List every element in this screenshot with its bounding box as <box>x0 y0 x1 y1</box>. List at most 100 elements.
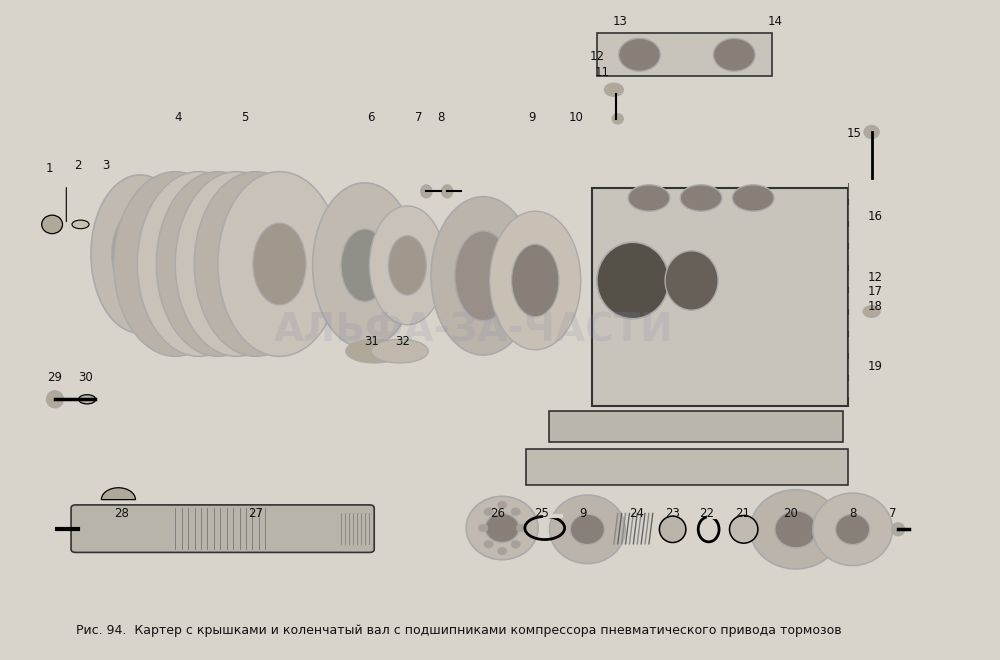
Ellipse shape <box>549 495 625 564</box>
Ellipse shape <box>516 524 526 532</box>
Ellipse shape <box>218 172 341 356</box>
Text: 32: 32 <box>395 335 410 348</box>
Text: 16: 16 <box>868 210 883 223</box>
FancyBboxPatch shape <box>549 411 843 442</box>
Text: 9: 9 <box>579 507 586 520</box>
Ellipse shape <box>484 508 493 515</box>
Ellipse shape <box>619 38 660 71</box>
Text: 20: 20 <box>784 507 798 520</box>
Ellipse shape <box>612 114 623 124</box>
Ellipse shape <box>497 547 507 555</box>
Ellipse shape <box>441 185 453 198</box>
Text: 8: 8 <box>849 507 856 520</box>
Ellipse shape <box>485 513 519 543</box>
Ellipse shape <box>42 215 63 234</box>
FancyBboxPatch shape <box>592 188 848 406</box>
Ellipse shape <box>148 221 203 307</box>
Ellipse shape <box>775 511 817 548</box>
Ellipse shape <box>490 211 581 350</box>
FancyBboxPatch shape <box>526 449 848 485</box>
Ellipse shape <box>659 516 686 543</box>
Ellipse shape <box>466 496 538 560</box>
Ellipse shape <box>79 395 96 404</box>
Ellipse shape <box>863 306 880 317</box>
Text: 5: 5 <box>241 111 248 124</box>
Ellipse shape <box>680 185 722 211</box>
Ellipse shape <box>750 490 841 569</box>
Ellipse shape <box>665 251 718 310</box>
Text: 9: 9 <box>529 111 536 124</box>
Text: 27: 27 <box>248 507 263 520</box>
Ellipse shape <box>732 185 774 211</box>
Text: 28: 28 <box>114 507 129 520</box>
Text: 3: 3 <box>102 158 110 172</box>
Text: 23: 23 <box>665 507 680 520</box>
Text: 24: 24 <box>629 507 644 520</box>
Ellipse shape <box>72 220 89 229</box>
Ellipse shape <box>369 206 445 325</box>
Ellipse shape <box>228 221 284 307</box>
Ellipse shape <box>455 231 512 321</box>
Text: 15: 15 <box>847 127 862 140</box>
Text: 10: 10 <box>569 111 583 124</box>
Text: 12: 12 <box>589 50 604 63</box>
Ellipse shape <box>836 514 870 544</box>
Text: 21: 21 <box>735 507 750 520</box>
Ellipse shape <box>194 172 317 356</box>
Text: 13: 13 <box>613 15 628 28</box>
Ellipse shape <box>137 172 261 356</box>
Ellipse shape <box>156 172 279 356</box>
Text: 2: 2 <box>74 158 81 172</box>
Text: 31: 31 <box>364 335 379 348</box>
Ellipse shape <box>511 541 520 548</box>
Ellipse shape <box>713 38 755 71</box>
Text: 25: 25 <box>534 507 549 520</box>
Text: АЛЬФА-ЗА-ЧАСТИ: АЛЬФА-ЗА-ЧАСТИ <box>274 311 674 349</box>
Ellipse shape <box>511 508 520 515</box>
Text: 7: 7 <box>415 111 422 124</box>
Ellipse shape <box>628 185 670 211</box>
Ellipse shape <box>388 236 426 295</box>
Text: 26: 26 <box>490 507 505 520</box>
Ellipse shape <box>663 520 682 539</box>
Ellipse shape <box>421 185 432 198</box>
Ellipse shape <box>341 229 388 302</box>
Text: 12: 12 <box>868 271 883 284</box>
Text: 22: 22 <box>699 507 714 520</box>
Ellipse shape <box>732 518 755 541</box>
Ellipse shape <box>313 183 417 348</box>
Text: 6: 6 <box>368 111 375 124</box>
Text: 30: 30 <box>78 371 93 384</box>
Ellipse shape <box>190 221 246 307</box>
Ellipse shape <box>864 125 879 139</box>
Ellipse shape <box>112 208 169 300</box>
Text: 7: 7 <box>889 507 896 520</box>
Ellipse shape <box>114 172 237 356</box>
Ellipse shape <box>46 391 63 408</box>
Wedge shape <box>101 488 135 500</box>
Ellipse shape <box>484 541 493 548</box>
Ellipse shape <box>431 197 535 355</box>
Ellipse shape <box>729 515 758 543</box>
Text: 18: 18 <box>868 300 883 314</box>
Text: 19: 19 <box>868 360 883 373</box>
Text: 11: 11 <box>595 66 610 79</box>
Text: 14: 14 <box>767 15 782 28</box>
Ellipse shape <box>91 175 189 333</box>
Text: 4: 4 <box>174 111 182 124</box>
Ellipse shape <box>497 501 507 509</box>
Text: Рис. 94.  Картер с крышками и коленчатый вал с подшипниками компрессора пневмати: Рис. 94. Картер с крышками и коленчатый … <box>76 624 841 637</box>
Ellipse shape <box>570 514 604 544</box>
Ellipse shape <box>891 523 905 536</box>
Ellipse shape <box>597 242 669 319</box>
Ellipse shape <box>253 223 306 305</box>
Ellipse shape <box>371 339 428 363</box>
Ellipse shape <box>512 244 559 317</box>
Ellipse shape <box>175 172 298 356</box>
Text: 29: 29 <box>47 371 62 384</box>
Ellipse shape <box>813 493 892 566</box>
Text: 1: 1 <box>46 162 53 175</box>
Ellipse shape <box>478 524 488 532</box>
Text: 8: 8 <box>437 111 444 124</box>
Ellipse shape <box>604 83 623 96</box>
